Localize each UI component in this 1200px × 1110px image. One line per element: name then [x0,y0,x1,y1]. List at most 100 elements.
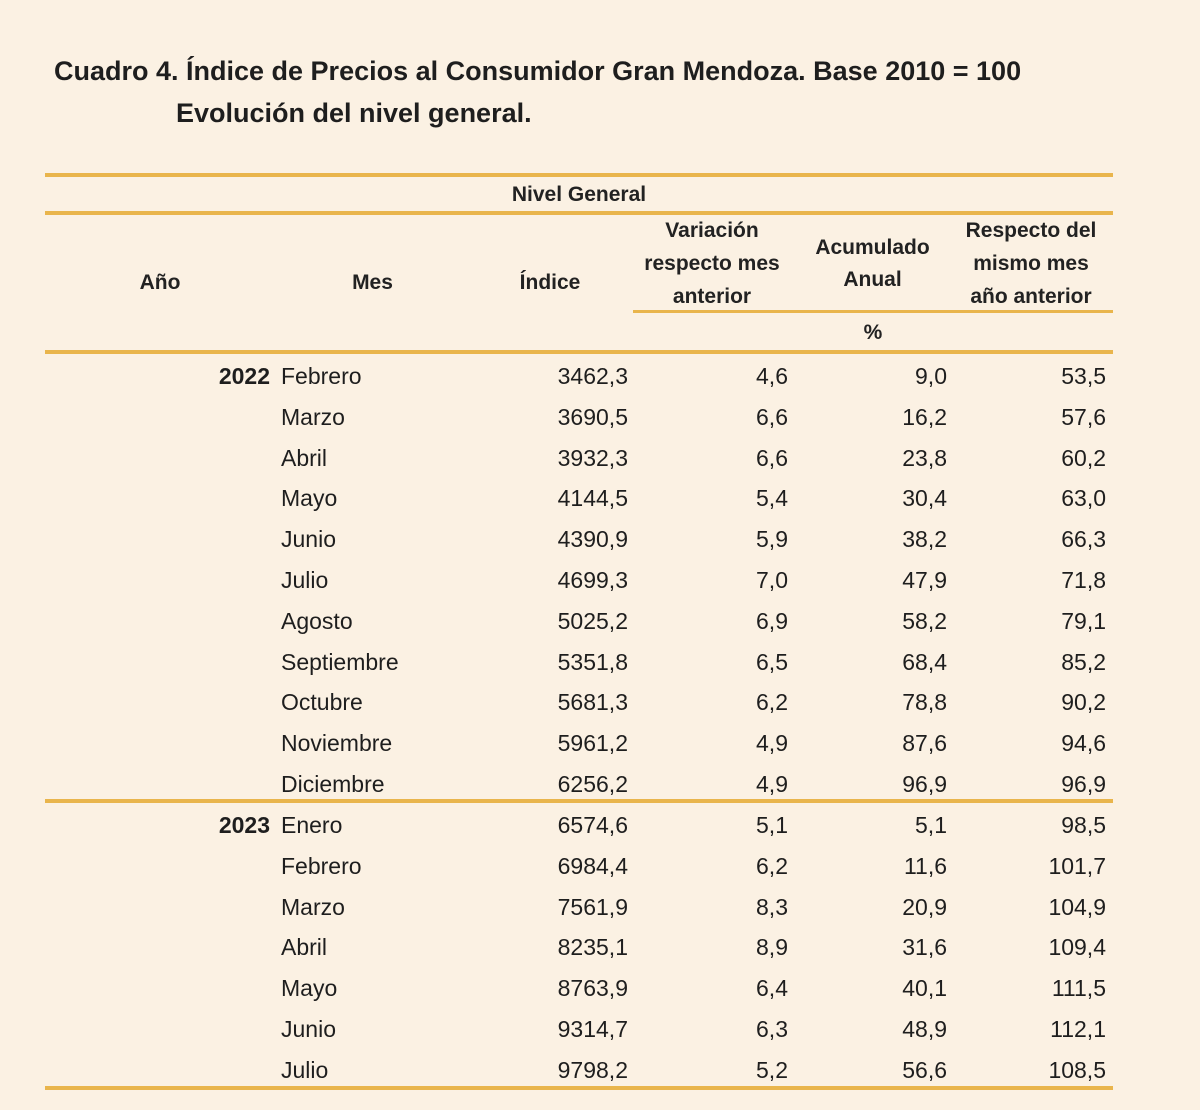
cell-respecto: 60,2 [1061,444,1106,471]
cell-variacion: 6,2 [756,689,788,716]
cell-indice: 3462,3 [557,363,628,389]
cell-indice: 5025,2 [557,607,628,634]
cell-indice: 6574,6 [557,812,628,838]
cell-respecto: 111,5 [1051,975,1106,1002]
cell-acumulado: 56,6 [902,1056,947,1083]
cell-mes: Diciembre [281,771,385,797]
cell-acumulado: 31,6 [902,934,947,961]
unit-rule [633,310,1113,313]
cell-variacion: 6,6 [756,403,788,430]
cell-mes: Julio [281,567,329,593]
cell-indice: 9314,7 [557,1016,628,1042]
cell-variacion: 5,1 [756,812,788,838]
cell-indice: 8235,1 [557,934,628,961]
cell-mes: Octubre [281,689,363,716]
cell-acumulado: 16,2 [902,403,947,430]
cell-variacion: 6,5 [756,648,788,675]
cell-indice: 3690,5 [557,403,628,430]
cell-variacion: 7,0 [756,567,788,593]
cell-variacion: 8,3 [756,893,788,920]
cell-anio: 2022 [218,363,270,389]
cell-respecto: 94,6 [1061,730,1106,757]
cell-respecto: 71,8 [1061,567,1106,593]
cell-indice: 4390,9 [557,526,628,553]
column-header-variacion: Variación respecto mes anterior [644,219,780,308]
cell-acumulado: 5,1 [915,812,947,838]
cell-respecto: 79,1 [1061,607,1106,634]
cell-variacion: 4,6 [756,363,788,389]
cell-indice: 9798,2 [557,1056,628,1083]
cell-respecto: 108,5 [1048,1056,1106,1083]
cell-acumulado: 96,9 [902,771,947,797]
cell-acumulado: 48,9 [902,1016,947,1042]
cell-indice: 4699,3 [557,567,628,593]
cell-respecto: 63,0 [1061,485,1106,512]
cell-mes: Junio [281,1016,336,1042]
cell-variacion: 6,2 [756,852,788,879]
cell-mes: Mayo [281,485,338,512]
table-subtitle: Evolución del nivel general. [176,98,532,128]
column-header-anio: Año [139,271,181,294]
cell-variacion: 4,9 [756,730,788,757]
cell-mes: Junio [281,526,336,553]
cell-acumulado: 78,8 [902,689,947,716]
cell-acumulado: 58,2 [902,607,947,634]
cell-respecto: 101,7 [1048,852,1106,879]
cell-mes: Febrero [281,852,362,879]
cell-variacion: 6,9 [756,607,788,634]
cell-respecto: 98,5 [1061,812,1106,838]
cell-variacion: 6,4 [756,975,788,1002]
cell-anio: 2023 [218,812,270,838]
cell-mes: Febrero [281,363,362,389]
cell-variacion: 6,6 [756,444,788,471]
cell-variacion: 5,4 [756,485,788,512]
top-rule [45,173,1113,177]
cell-mes: Noviembre [281,730,393,757]
cell-acumulado: 40,1 [902,975,947,1002]
cell-acumulado: 23,8 [902,444,947,471]
cell-acumulado: 11,6 [903,852,947,879]
cell-respecto: 85,2 [1061,648,1106,675]
cell-variacion: 5,9 [756,526,788,553]
cell-respecto: 109,4 [1048,934,1106,961]
cell-mes: Septiembre [281,648,399,675]
cell-indice: 5351,8 [557,648,628,675]
cell-indice: 3932,3 [557,444,628,471]
cell-respecto: 104,9 [1048,893,1106,920]
cell-acumulado: 9,0 [915,363,947,389]
cell-mes: Abril [281,444,328,471]
cell-acumulado: 20,9 [902,893,947,920]
cell-variacion: 4,9 [756,771,788,797]
cell-respecto: 57,6 [1061,403,1106,430]
group-header: Nivel General [511,183,647,206]
cell-indice: 4144,5 [557,485,628,512]
cell-acumulado: 47,9 [902,567,947,593]
cell-mes: Enero [281,812,343,838]
cell-indice: 8763,9 [557,975,628,1002]
cell-indice: 6256,2 [557,771,628,797]
cell-respecto: 112,1 [1050,1016,1106,1042]
unit-label: % [863,321,883,344]
column-header-indice: Índice [519,271,581,294]
cell-acumulado: 30,4 [902,485,947,512]
header-rule [45,350,1113,354]
cell-mes: Julio [281,1056,329,1083]
cell-mes: Marzo [281,893,345,920]
year-rule [45,799,1113,803]
column-header-mes: Mes [352,271,393,294]
cell-respecto: 53,5 [1061,363,1106,389]
bottom-rule [45,1086,1113,1090]
cell-respecto: 90,2 [1061,689,1106,716]
cell-variacion: 8,9 [756,934,788,961]
cell-respecto: 96,9 [1061,771,1106,797]
cell-acumulado: 38,2 [902,526,947,553]
cell-acumulado: 68,4 [902,648,947,675]
cell-acumulado: 87,6 [902,730,947,757]
table-title: Cuadro 4. Índice de Precios al Consumido… [54,56,1022,86]
cell-indice: 5681,3 [557,689,628,716]
cell-indice: 6984,4 [557,852,628,879]
cell-mes: Abril [281,934,328,961]
cell-variacion: 5,2 [756,1056,788,1083]
cell-variacion: 6,3 [756,1016,788,1042]
cell-indice: 5961,2 [557,730,628,757]
